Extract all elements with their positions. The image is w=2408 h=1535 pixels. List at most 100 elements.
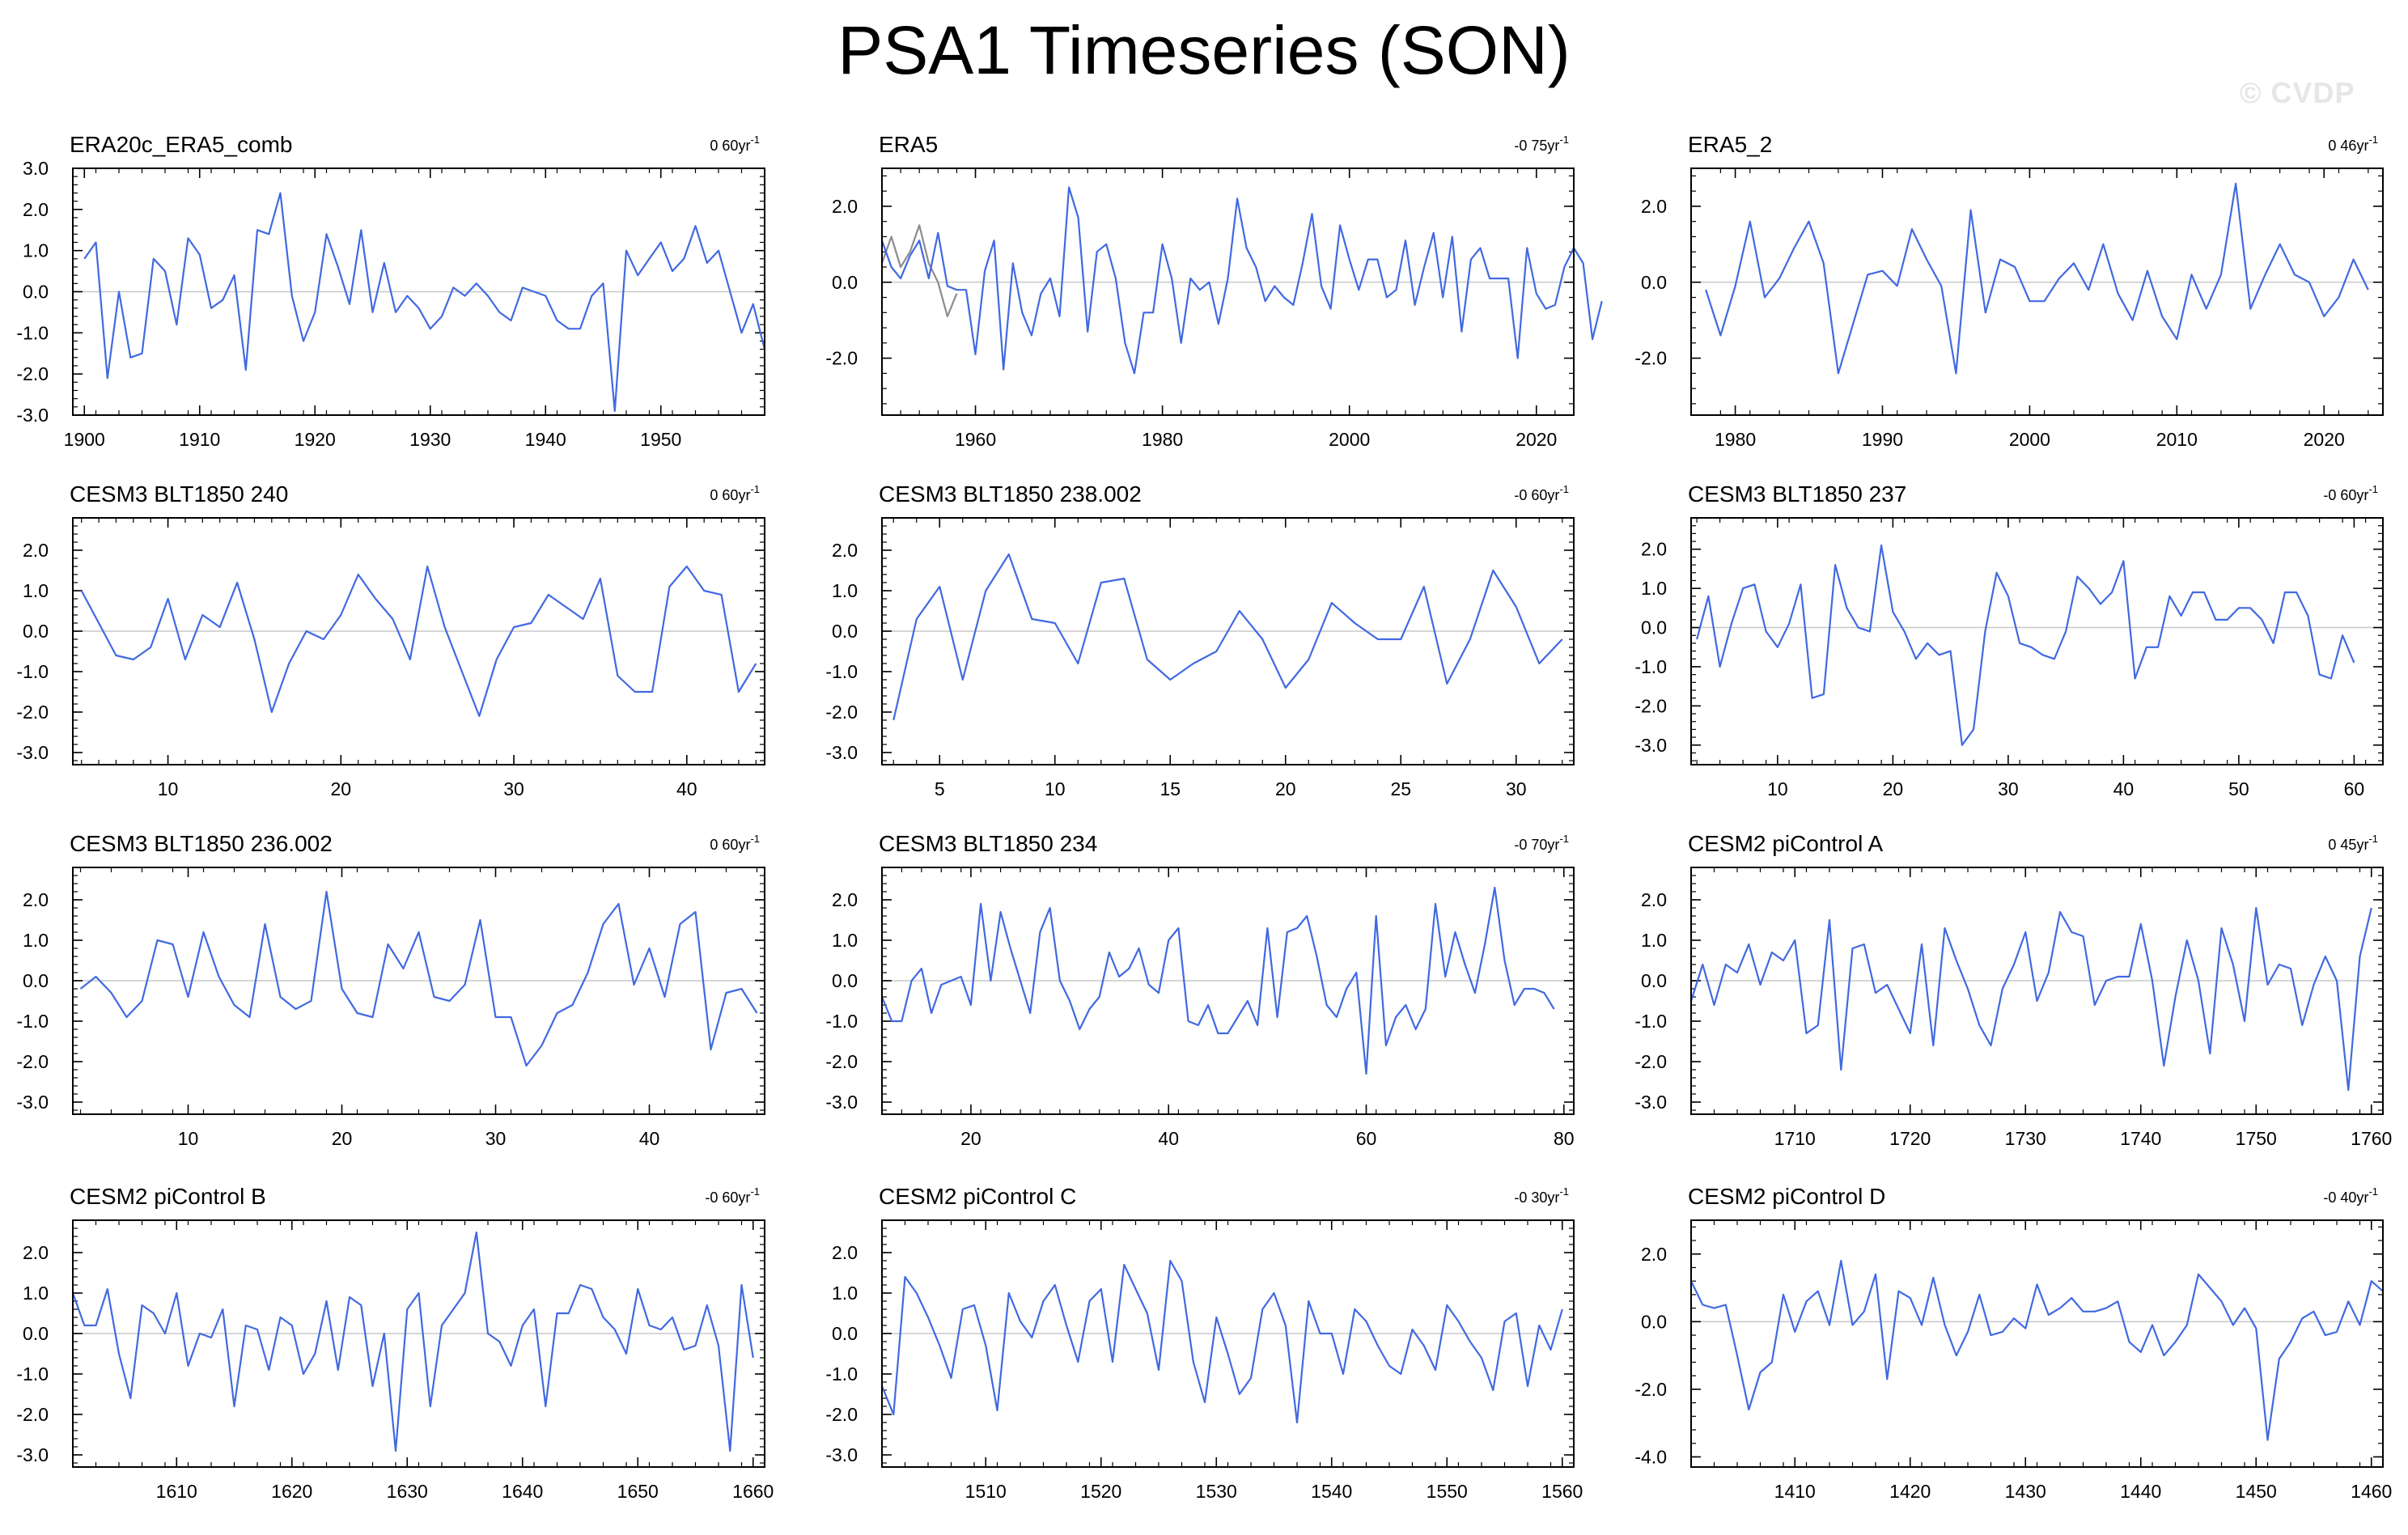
trend-label: 0 60yr-1 — [710, 134, 760, 154]
x-tick-label: 30 — [1506, 778, 1527, 799]
x-tick-label: 30 — [485, 1128, 507, 1149]
x-tick-label: 20 — [331, 778, 352, 799]
timeseries-panel: 1960 1980 2000 2020 -2.0 0.0 2.0 ERA5 -0 75yr-1 — [825, 132, 1603, 450]
series-line — [1690, 1259, 2384, 1441]
series-line — [880, 886, 1555, 1075]
panel-title: CESM3 BLT1850 240 — [70, 481, 288, 507]
timeseries-panel: 1900 1910 1920 1930 1940 1950 -3.0 -2.0 -1.0 0.0 1… — [16, 132, 766, 450]
timeseries-panel: 10 20 30 40 -3.0 -2.0 -1.0 0.0 1.0 2.0 CESM3 BLT18… — [16, 481, 765, 799]
x-tick-label: 20 — [1275, 778, 1296, 799]
plot-frame — [72, 167, 765, 416]
y-tick-label: 2.0 — [832, 196, 858, 217]
timeseries-panel: 1710 1720 1730 1740 1750 1760 -3.0 -2.0 -1.0 0.0 1… — [1634, 831, 2392, 1149]
x-tick-label: 1510 — [965, 1481, 1007, 1502]
y-tick-label: 2.0 — [23, 889, 49, 910]
y-tick-label: -2.0 — [825, 1404, 858, 1425]
plot-frame — [881, 1219, 1575, 1468]
series-line — [80, 565, 757, 718]
main-title: PSA1 Timeseries (SON) — [837, 12, 1571, 88]
panel-title: ERA5 — [879, 132, 938, 157]
x-tick-label: 1640 — [502, 1481, 543, 1502]
x-tick-label: 2000 — [2009, 429, 2050, 450]
x-tick-label: 40 — [2113, 778, 2135, 799]
y-tick-label: -3.0 — [825, 1092, 858, 1113]
y-tick-label: 2.0 — [832, 540, 858, 561]
y-tick-label: -1.0 — [1634, 656, 1667, 677]
plot-frame — [1690, 167, 2384, 416]
x-tick-label: 1930 — [409, 429, 451, 450]
y-tick-label: 0.0 — [1641, 1311, 1667, 1332]
panel-title: ERA5_2 — [1688, 132, 1772, 157]
timeseries-panel: 1610 1620 1630 1640 1650 1660 -3.0 -2.0 -1.0 0.0 1… — [16, 1184, 774, 1502]
x-tick-label: 60 — [1356, 1128, 1377, 1149]
series-line — [880, 186, 1603, 375]
y-tick-label: -3.0 — [1634, 735, 1667, 756]
x-tick-label: 1460 — [2351, 1481, 2392, 1502]
x-tick-label: 1530 — [1196, 1481, 1237, 1502]
x-tick-label: 1560 — [1541, 1481, 1583, 1502]
series-line — [79, 890, 758, 1067]
panel-title: CESM2 piControl B — [70, 1184, 266, 1209]
trend-label: -0 60yr-1 — [705, 1185, 760, 1206]
y-tick-label: -1.0 — [16, 322, 49, 343]
x-tick-label: 30 — [503, 778, 524, 799]
y-tick-label: -2.0 — [1634, 695, 1667, 716]
y-tick-label: -3.0 — [16, 1444, 49, 1465]
x-tick-label: 1950 — [640, 429, 681, 450]
x-tick-label: 1900 — [64, 429, 105, 450]
trend-label: 0 45yr-1 — [2328, 833, 2378, 853]
plot-frame — [72, 517, 765, 765]
x-tick-label: 10 — [178, 1128, 199, 1149]
trend-label: -0 30yr-1 — [1514, 1185, 1569, 1206]
y-tick-label: 1.0 — [23, 1283, 49, 1304]
timeseries-panel: 10 20 30 40 50 60 -3.0 -2.0 -1.0 0.0 1.0 2.0 CESM3 B… — [1634, 481, 2384, 799]
trend-label: -0 70yr-1 — [1514, 833, 1569, 853]
y-tick-label: -1.0 — [825, 1011, 858, 1032]
x-tick-label: 1990 — [1862, 429, 1903, 450]
x-tick-label: 20 — [332, 1128, 353, 1149]
y-tick-label: -2.0 — [1634, 1379, 1667, 1400]
timeseries-panel: 10 20 30 40 -3.0 -2.0 -1.0 0.0 1.0 2.0 CESM3 BLT18… — [16, 831, 765, 1149]
timeseries-panel: 1510 1520 1530 1540 1550 1560 -3.0 -2.0 -1.0 0.0 1… — [825, 1184, 1583, 1502]
x-tick-label: 1440 — [2120, 1481, 2161, 1502]
x-tick-label: 1730 — [2005, 1128, 2046, 1149]
y-tick-label: -1.0 — [16, 661, 49, 682]
y-tick-label: -2.0 — [1634, 1051, 1667, 1072]
x-tick-label: 60 — [2344, 778, 2365, 799]
x-tick-label: 2020 — [2304, 429, 2345, 450]
series-line — [1696, 544, 2355, 746]
plot-frame — [881, 517, 1575, 765]
x-tick-label: 1710 — [1774, 1128, 1816, 1149]
timeseries-panel: 1980 1990 2000 2010 2020 -2.0 0.0 2.0 ERA5_2 0 46… — [1634, 132, 2384, 450]
x-tick-label: 1650 — [617, 1481, 659, 1502]
panel-title: CESM3 BLT1850 238.002 — [879, 481, 1142, 507]
trend-label: -0 75yr-1 — [1514, 134, 1569, 154]
panel-title: CESM3 BLT1850 236.002 — [70, 831, 333, 856]
plot-frame — [881, 167, 1575, 416]
y-tick-label: -1.0 — [825, 661, 858, 682]
y-tick-label: 0.0 — [23, 970, 49, 991]
panel-title: CESM3 BLT1850 234 — [879, 831, 1097, 856]
y-tick-label: -2.0 — [1634, 348, 1667, 369]
x-tick-label: 1540 — [1311, 1481, 1352, 1502]
y-tick-label: -2.0 — [16, 702, 49, 723]
y-tick-label: 2.0 — [23, 540, 49, 561]
y-tick-label: -1.0 — [16, 1011, 49, 1032]
x-tick-label: 20 — [960, 1128, 981, 1149]
y-tick-label: -3.0 — [16, 742, 49, 763]
x-tick-label: 15 — [1159, 778, 1181, 799]
x-tick-label: 2010 — [2156, 429, 2198, 450]
panel-title: ERA20c_ERA5_comb — [70, 132, 292, 157]
x-tick-label: 50 — [2228, 778, 2249, 799]
x-tick-label: 2020 — [1516, 429, 1557, 450]
x-tick-label: 40 — [676, 778, 697, 799]
x-tick-label: 1760 — [2351, 1128, 2392, 1149]
x-tick-label: 25 — [1390, 778, 1411, 799]
trend-label: -0 60yr-1 — [2323, 483, 2378, 503]
timeseries-panel: 1410 1420 1430 1440 1450 1460 -4.0 -2.0 0.0 2.0 CE… — [1634, 1184, 2392, 1502]
y-tick-label: 0.0 — [1641, 617, 1667, 638]
y-tick-label: -2.0 — [825, 702, 858, 723]
x-tick-label: 10 — [158, 778, 179, 799]
y-tick-label: -2.0 — [16, 1051, 49, 1072]
